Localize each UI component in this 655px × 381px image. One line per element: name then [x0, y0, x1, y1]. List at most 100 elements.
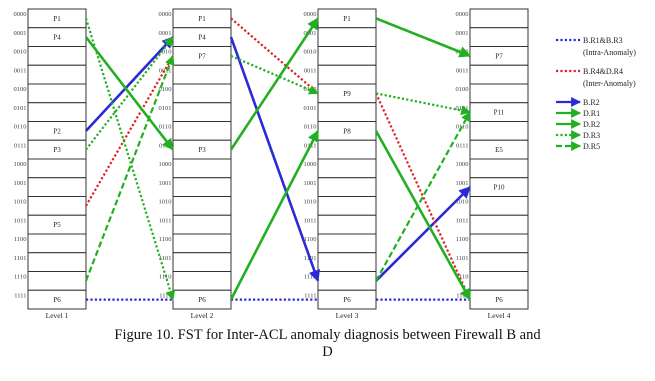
bit-code-label: 1000 — [304, 161, 317, 168]
legend-label: D.R1 — [583, 109, 600, 118]
bit-code-label: 0101 — [159, 105, 172, 112]
bit-code-label: 0000 — [159, 11, 172, 18]
level-4-cell — [469, 64, 529, 85]
bit-code-label: 0100 — [14, 86, 27, 93]
transition-edge-red-dotted — [230, 17, 319, 95]
level-3-cell — [317, 139, 377, 160]
legend-label: B.R2 — [583, 98, 600, 107]
level-3-cell — [317, 158, 377, 179]
bit-code-label: 1000 — [456, 161, 469, 168]
level-1-cell — [27, 46, 87, 66]
caption-line-2: D — [322, 344, 333, 360]
transition-edge-green-dotted — [375, 92, 471, 116]
figure-caption: Figure 10. FST for Inter-ACL anomaly dia… — [0, 327, 655, 361]
bit-code-label: 1000 — [14, 161, 27, 168]
bit-code-label: 1111 — [304, 292, 316, 299]
level-3-cell — [317, 177, 377, 197]
level-1-cell — [27, 158, 87, 179]
node-label: P1 — [53, 15, 61, 23]
level-2-cell — [172, 271, 232, 291]
bit-code-label: 0011 — [304, 67, 317, 74]
node-label: P3 — [53, 146, 61, 154]
bit-code-label: 0000 — [14, 11, 27, 18]
level-4-cell — [469, 27, 529, 47]
level-1-column: 0000 P1 0001 P4 0010 0011 0100 0101 0110 P2 0111 P3… — [14, 8, 87, 320]
node-label: E5 — [495, 146, 503, 154]
node-label: P6 — [198, 296, 206, 304]
bit-code-label: 1111 — [159, 292, 171, 299]
bit-code-label: 0010 — [14, 49, 27, 56]
node-label: P4 — [53, 34, 61, 42]
level-3-cell — [317, 196, 377, 216]
bit-code-label: 1010 — [456, 199, 469, 206]
node-label: P4 — [198, 34, 206, 42]
node-label: P2 — [53, 127, 61, 135]
bit-code-label: 0110 — [14, 124, 27, 131]
transition-edge-blue-solid — [375, 186, 471, 282]
level-4-cell — [469, 121, 529, 141]
fst-diagram: 0000 P1 0001 P4 0010 0011 0100 0101 0110 P2 0111 P3… — [14, 8, 636, 320]
bit-code-label: 1101 — [456, 255, 469, 262]
transition-edge-green-solid — [375, 17, 472, 58]
bit-code-label: 1001 — [159, 180, 172, 187]
bit-code-label: 0110 — [304, 124, 317, 131]
bit-code-label: 1010 — [304, 199, 317, 206]
level-4-cell — [469, 252, 529, 272]
level-2-cell — [172, 64, 232, 85]
level-2-cell — [172, 102, 232, 122]
transition-edge-green-dotted — [85, 36, 174, 151]
level-4-cell — [469, 158, 529, 179]
bit-code-label: 1001 — [14, 180, 27, 187]
transition-edge-green-dashed — [84, 54, 175, 282]
bit-code-label: 0001 — [14, 30, 27, 37]
level-1-cell — [27, 64, 87, 85]
bit-code-label: 0110 — [159, 124, 172, 131]
level-2-cell — [172, 233, 232, 254]
level-1-cell — [27, 271, 87, 291]
level-3-cell — [317, 271, 377, 291]
transition-edge-green-solid — [229, 17, 320, 151]
bit-code-label: 1000 — [159, 161, 172, 168]
level-4-cell — [469, 271, 529, 291]
node-label: P6 — [343, 296, 351, 304]
bit-code-label: 0101 — [456, 105, 469, 112]
level-2-cell — [172, 177, 232, 197]
transition-edge-green-solid — [229, 129, 320, 301]
node-label: P11 — [494, 109, 505, 117]
level-2-column: 0000P10001P40010P700110100010101100111P3… — [159, 8, 232, 320]
legend-label: D.R3 — [583, 131, 600, 140]
bit-code-label: 1011 — [14, 217, 27, 224]
level-label: Level 4 — [488, 311, 511, 320]
bit-code-label: 1110 — [159, 274, 172, 281]
legend-label: D.R2 — [583, 120, 600, 129]
node-label: P9 — [343, 90, 351, 98]
bit-code-label: 0100 — [159, 86, 172, 93]
level-2-cell — [172, 121, 232, 141]
bit-code-label: 0000 — [304, 11, 317, 18]
level-4-cell — [469, 83, 529, 104]
level-label: Level 3 — [336, 311, 359, 320]
bit-code-label: 1011 — [456, 217, 469, 224]
level-1-cell — [27, 177, 87, 197]
transition-edge-green-solid — [374, 130, 472, 301]
node-label: P6 — [495, 296, 503, 304]
level-4-cell — [469, 214, 529, 235]
bit-code-label: 1001 — [456, 180, 469, 187]
bit-code-label: 0100 — [456, 86, 469, 93]
bit-code-label: 0011 — [159, 67, 172, 74]
node-label: P3 — [198, 146, 206, 154]
node-label: P5 — [53, 221, 61, 229]
transition-edge-blue-solid — [85, 36, 174, 132]
bit-code-label: 1110 — [456, 274, 469, 281]
node-label: P1 — [343, 15, 351, 23]
node-label: P6 — [53, 296, 61, 304]
bit-code-label: 0101 — [304, 105, 317, 112]
level-3-cell — [317, 252, 377, 272]
level-4-cell — [469, 8, 529, 29]
bit-code-label: 1111 — [14, 292, 26, 299]
bit-code-label: 1101 — [14, 255, 27, 262]
legend-item: D.R5 — [556, 141, 600, 151]
bit-code-label: 0001 — [304, 30, 317, 37]
level-4-column: 000000010010P7001101000101P1101100111E51… — [456, 8, 529, 320]
legend-sublabel: (Intra-Anomaly) — [583, 48, 636, 57]
